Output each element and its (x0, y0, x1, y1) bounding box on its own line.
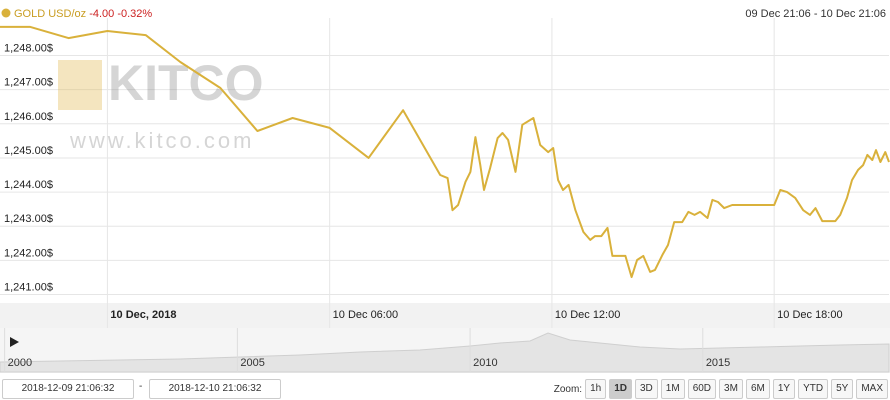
y-tick-label: 1,245.00$ (4, 145, 53, 157)
x-tick-label: 10 Dec, 2018 (110, 309, 176, 321)
zoom-button[interactable]: 1Y (772, 379, 796, 399)
change-pct: -0.32% (117, 8, 152, 20)
navigator-tick-label: 2000 (8, 357, 32, 369)
navigator-tick-label: 2015 (706, 357, 730, 369)
navigator-tick-label: 2005 (240, 357, 264, 369)
watermark-logo: KITCO (108, 55, 264, 111)
play-icon[interactable] (10, 337, 19, 347)
y-tick-label: 1,244.00$ (4, 179, 53, 191)
x-tick-label: 10 Dec 12:00 (555, 309, 620, 321)
x-tick-label: 10 Dec 18:00 (777, 309, 842, 321)
y-tick-label: 1,246.00$ (4, 111, 53, 123)
navigator-tick-label: 2010 (473, 357, 497, 369)
zoom-button[interactable]: 1h (585, 379, 607, 399)
y-tick-label: 1,248.00$ (4, 43, 53, 55)
y-tick-label: 1,247.00$ (4, 77, 53, 89)
range-from[interactable]: 2018-12-09 21:06:32 (2, 379, 134, 399)
zoom-button[interactable]: 1M (660, 379, 685, 399)
watermark-icon (58, 60, 102, 110)
y-tick-label: 1,242.00$ (4, 247, 53, 259)
zoom-button[interactable]: 6M (745, 379, 770, 399)
zoom-button[interactable]: 3M (719, 379, 743, 399)
watermark-url: www.kitco.com (69, 128, 254, 153)
zoom-group: Zoom: 1h 1D 3D 1M 60D 3M 6M 1Y YTD 5Y MAX (554, 379, 888, 399)
title-line: GOLD USD/oz -4.00 -0.32% (14, 8, 152, 20)
y-tick-label: 1,241.00$ (4, 281, 53, 293)
chart: GOLD USD/oz -4.00 -0.32% 09 Dec 21:06 - … (0, 8, 890, 373)
y-tick-label: 1,243.00$ (4, 213, 53, 225)
x-tick-label: 10 Dec 06:00 (333, 309, 398, 321)
range-separator: - (139, 381, 143, 392)
zoom-button[interactable]: 1D (609, 379, 632, 399)
range-to[interactable]: 2018-12-10 21:06:32 (149, 379, 281, 399)
zoom-button[interactable]: 5Y (831, 379, 854, 399)
price-line (0, 25, 890, 279)
zoom-button[interactable]: MAX (856, 379, 888, 399)
chart-title: GOLD USD/oz (14, 8, 86, 20)
x-axis-band (0, 303, 890, 328)
subtitle: 09 Dec 21:06 - 10 Dec 21:06 (745, 8, 886, 20)
watermark: KITCO www.kitco.com (58, 55, 264, 153)
zoom-button[interactable]: YTD (798, 379, 829, 399)
zoom-button[interactable]: 60D (687, 379, 717, 399)
legend-dot (1, 8, 11, 18)
range-controls: 2018-12-09 21:06:32 - 2018-12-10 21:06:3… (0, 378, 890, 400)
change: -4.00 (89, 8, 114, 20)
zoom-label: Zoom: (553, 383, 583, 395)
zoom-button[interactable]: 3D (634, 379, 658, 399)
navigator-area (0, 332, 890, 373)
